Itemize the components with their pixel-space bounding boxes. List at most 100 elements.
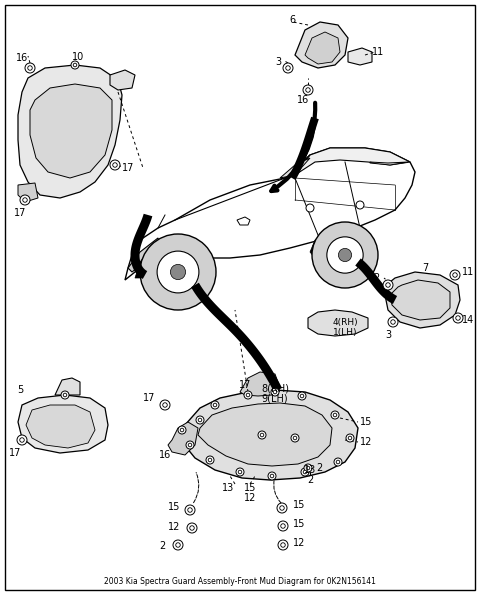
- Text: 15: 15: [244, 483, 256, 493]
- Circle shape: [273, 390, 277, 394]
- Circle shape: [450, 270, 460, 280]
- Polygon shape: [110, 70, 135, 90]
- Polygon shape: [18, 65, 122, 198]
- Circle shape: [303, 470, 307, 474]
- Text: 2: 2: [316, 463, 322, 473]
- Circle shape: [206, 456, 214, 464]
- Circle shape: [176, 543, 180, 547]
- Circle shape: [71, 61, 79, 69]
- Text: 13: 13: [222, 483, 234, 493]
- Polygon shape: [237, 217, 250, 225]
- Circle shape: [178, 426, 186, 434]
- Polygon shape: [128, 238, 160, 272]
- Polygon shape: [26, 405, 95, 448]
- Polygon shape: [30, 84, 112, 178]
- Circle shape: [391, 320, 395, 324]
- Text: 17: 17: [14, 208, 26, 218]
- Circle shape: [278, 540, 288, 550]
- Text: 11: 11: [372, 47, 384, 57]
- Polygon shape: [55, 378, 80, 395]
- Polygon shape: [295, 22, 348, 68]
- Circle shape: [453, 313, 463, 323]
- Circle shape: [246, 393, 250, 397]
- Circle shape: [185, 505, 195, 515]
- Circle shape: [63, 393, 67, 397]
- Polygon shape: [240, 372, 280, 396]
- Polygon shape: [385, 272, 460, 328]
- Circle shape: [281, 543, 285, 547]
- Text: 17: 17: [9, 448, 21, 458]
- Text: 2: 2: [159, 541, 165, 551]
- Text: 12: 12: [244, 493, 256, 503]
- Text: 9(LH): 9(LH): [262, 393, 288, 403]
- Text: 16: 16: [16, 53, 28, 63]
- Circle shape: [280, 506, 284, 511]
- Circle shape: [300, 394, 304, 398]
- Circle shape: [170, 264, 186, 280]
- Circle shape: [277, 503, 287, 513]
- Circle shape: [298, 392, 306, 400]
- Text: 16: 16: [297, 95, 309, 105]
- Circle shape: [61, 391, 69, 399]
- Text: 14: 14: [462, 315, 474, 325]
- Circle shape: [312, 222, 378, 288]
- Circle shape: [173, 540, 183, 550]
- Polygon shape: [288, 117, 319, 180]
- Circle shape: [283, 63, 293, 73]
- Circle shape: [333, 413, 337, 417]
- Circle shape: [110, 160, 120, 170]
- Circle shape: [244, 391, 252, 399]
- Polygon shape: [280, 158, 310, 178]
- FancyBboxPatch shape: [5, 5, 475, 590]
- Polygon shape: [370, 162, 408, 165]
- Circle shape: [306, 466, 310, 470]
- Text: 12: 12: [168, 522, 180, 532]
- Polygon shape: [390, 280, 450, 320]
- Circle shape: [211, 401, 219, 409]
- Text: 4(RH): 4(RH): [332, 318, 358, 327]
- Circle shape: [140, 234, 216, 310]
- Polygon shape: [135, 236, 210, 294]
- Circle shape: [278, 521, 288, 531]
- Circle shape: [258, 431, 266, 439]
- Circle shape: [238, 470, 242, 474]
- Text: 1(LH): 1(LH): [333, 327, 357, 337]
- Circle shape: [304, 464, 312, 472]
- Circle shape: [336, 460, 340, 464]
- Circle shape: [73, 63, 77, 67]
- Circle shape: [113, 163, 117, 167]
- Circle shape: [25, 63, 35, 73]
- Circle shape: [293, 436, 297, 440]
- Text: 2003 Kia Spectra Guard Assembly-Front Mud Diagram for 0K2N156141: 2003 Kia Spectra Guard Assembly-Front Mu…: [104, 578, 376, 587]
- Circle shape: [334, 458, 342, 466]
- Circle shape: [301, 468, 309, 476]
- Circle shape: [271, 388, 279, 396]
- Text: 12: 12: [360, 437, 372, 447]
- Text: 6: 6: [289, 15, 295, 25]
- Circle shape: [196, 416, 204, 424]
- Circle shape: [188, 443, 192, 447]
- Circle shape: [386, 283, 390, 287]
- Circle shape: [160, 400, 170, 410]
- Polygon shape: [348, 48, 372, 65]
- Polygon shape: [308, 310, 368, 336]
- Text: 3: 3: [275, 57, 281, 67]
- Circle shape: [260, 433, 264, 437]
- Circle shape: [303, 85, 313, 95]
- Text: 3: 3: [385, 330, 391, 340]
- Polygon shape: [18, 395, 108, 453]
- Polygon shape: [125, 148, 415, 280]
- Text: 15: 15: [360, 417, 372, 427]
- Circle shape: [346, 434, 354, 442]
- Circle shape: [453, 273, 457, 277]
- Circle shape: [23, 198, 27, 202]
- Circle shape: [213, 403, 217, 407]
- Text: 5: 5: [17, 385, 23, 395]
- Circle shape: [198, 418, 202, 422]
- Circle shape: [383, 280, 393, 290]
- Circle shape: [190, 526, 194, 530]
- Circle shape: [306, 87, 310, 92]
- Polygon shape: [198, 403, 332, 466]
- Circle shape: [236, 468, 244, 476]
- Polygon shape: [182, 390, 358, 480]
